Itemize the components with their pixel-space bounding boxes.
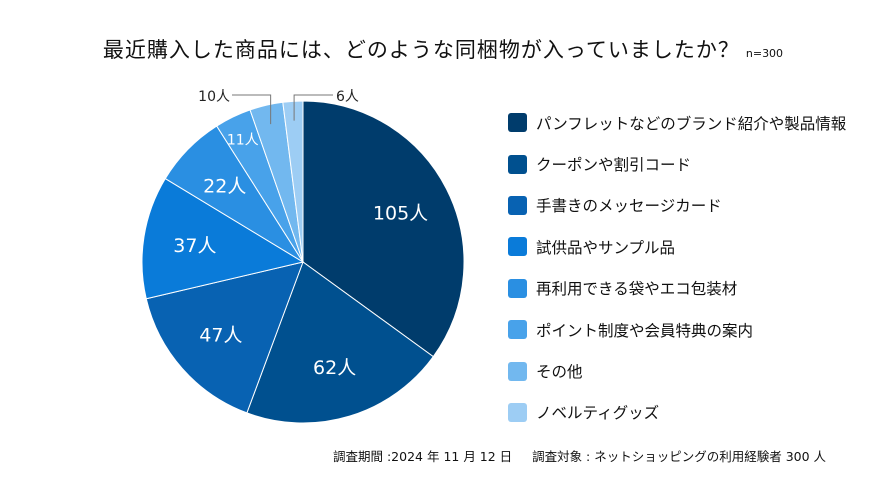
leader-line-7 [232,94,272,125]
data-label-8: 6人 [336,89,359,105]
pie-slice-3 [145,261,304,414]
legend-swatch [508,113,527,133]
legend-item: その他 [508,350,846,391]
legend-item: 再利用できる袋やエコ包装材 [508,268,846,309]
legend-label: ポイント制度や会員特典の案内 [536,321,754,340]
pie-slice-8 [282,100,304,263]
legend-swatch [508,402,527,422]
data-label-6: 11人 [227,132,259,148]
title-text: 最近購入した商品には、どのような同梱物が入っていましたか？ [102,38,740,62]
data-label-1: 105人 [373,202,428,224]
pie-slice-1 [302,100,465,358]
legend-label: 試供品やサンプル品 [536,238,676,257]
legend-swatch [508,237,527,257]
data-label-2: 62人 [313,357,356,379]
data-label-4: 37人 [173,235,216,257]
pie-slice-4 [141,177,305,300]
data-label-5: 22人 [203,175,246,197]
legend-item: クーポンや割引コード [508,143,846,184]
legend-label: パンフレットなどのブランド紹介や製品情報 [536,114,847,133]
legend-item: 手書きのメッセージカード [508,185,846,226]
pie-slice-2 [246,261,434,424]
legend-label: 再利用できる袋やエコ包装材 [536,280,738,299]
legend-swatch [508,278,527,298]
legend-label: ノベルティグッズ [536,404,660,423]
leader-line-8 [293,94,333,121]
legend-item: ポイント制度や会員特典の案内 [508,309,846,350]
data-label-7: 10人 [198,89,230,105]
legend-swatch [508,154,527,174]
footer: 調査期間 :2024 年 11 月 12 日 調査対象 : ネットショッピングの… [333,446,826,465]
legend-label: その他 [536,363,583,382]
legend-swatch [508,195,527,215]
survey-period: 調査期間 :2024 年 11 月 12 日 [333,449,513,464]
legend: パンフレットなどのブランド紹介や製品情報 クーポンや割引コード手書きのメッセージカ… [508,102,846,433]
survey-target: 調査対象 : ネットショッピングの利用経験者 300 人 [532,449,827,464]
data-label-3: 47人 [199,324,242,346]
legend-item: パンフレットなどのブランド紹介や製品情報 [508,102,846,143]
legend-swatch [508,361,527,381]
sample-size: n=300 [745,47,784,60]
legend-item: ノベルティグッズ [508,392,846,433]
legend-label: 手書きのメッセージカード [536,197,722,216]
chart-title: 最近購入した商品には、どのような同梱物が入っていましたか？ n=300 [0,34,886,64]
legend-swatch [508,320,527,340]
legend-label: クーポンや割引コード [536,156,692,175]
legend-item: 試供品やサンプル品 [508,226,846,267]
